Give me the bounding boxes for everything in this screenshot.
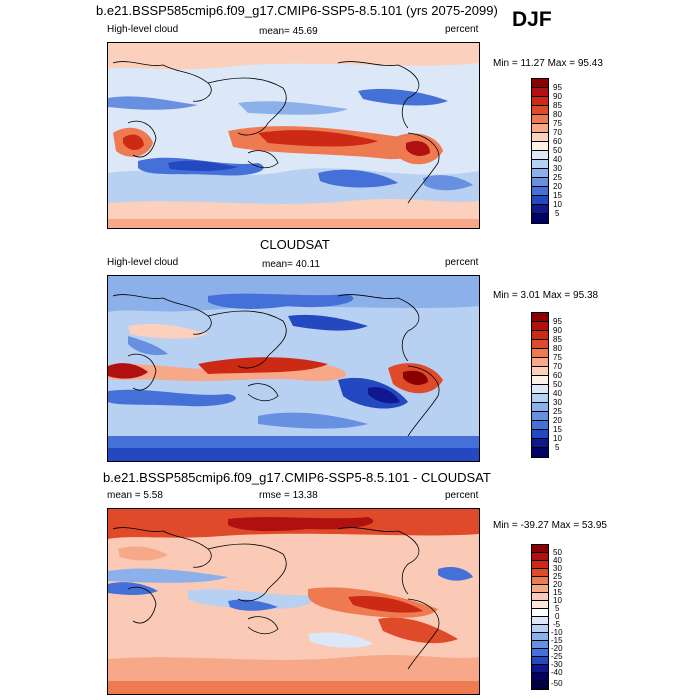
units-label: percent xyxy=(445,490,479,501)
tick-label: 10 xyxy=(553,596,562,605)
tick-label: -20 xyxy=(551,644,563,653)
tick-label: 70 xyxy=(553,128,562,137)
tick-label: 20 xyxy=(553,580,562,589)
variable-label: High-level cloud xyxy=(107,257,179,268)
map-model xyxy=(107,42,480,229)
tick-label: 25 xyxy=(553,407,562,416)
tick-label: 30 xyxy=(553,564,562,573)
tick-label: 50 xyxy=(553,548,562,557)
tick-label: 5 xyxy=(555,443,560,452)
tick-label: 95 xyxy=(553,317,562,326)
variable-label: High-level cloud xyxy=(107,24,179,35)
tick-label: 15 xyxy=(553,191,562,200)
map-difference xyxy=(107,508,480,695)
minmax-label: Min = 3.01 Max = 95.38 xyxy=(493,290,599,301)
tick-label: 85 xyxy=(553,101,562,110)
tick-label: -5 xyxy=(553,620,561,629)
panel-title: b.e21.BSSP585cmip6.f09_g17.CMIP6-SSP5-8.… xyxy=(103,470,491,485)
mean-label: mean= 40.11 xyxy=(262,259,320,270)
tick-label: 30 xyxy=(553,398,562,407)
tick-label: 60 xyxy=(553,137,562,146)
panel-title: CLOUDSAT xyxy=(260,237,330,252)
tick-label: 10 xyxy=(553,200,562,209)
tick-label: 50 xyxy=(553,146,562,155)
tick-label: 15 xyxy=(553,588,562,597)
tick-label: 0 xyxy=(555,612,560,621)
map-observation xyxy=(107,275,480,462)
tick-label: 40 xyxy=(553,155,562,164)
tick-label: 70 xyxy=(553,362,562,371)
tick-label: 40 xyxy=(553,556,562,565)
tick-label: -10 xyxy=(551,628,563,637)
tick-label: 80 xyxy=(553,344,562,353)
tick-label: -30 xyxy=(551,660,563,669)
tick-label: 25 xyxy=(553,572,562,581)
minmax-label: Min = 11.27 Max = 95.43 xyxy=(493,58,603,69)
season-label: DJF xyxy=(512,8,552,31)
tick-label: 25 xyxy=(553,173,562,182)
units-label: percent xyxy=(445,24,479,35)
tick-label: 40 xyxy=(553,389,562,398)
tick-label: 5 xyxy=(555,209,560,218)
colorbar-observation xyxy=(531,312,549,458)
tick-label: 5 xyxy=(555,604,560,613)
tick-label: 60 xyxy=(553,371,562,380)
tick-label: 50 xyxy=(553,380,562,389)
minmax-label: Min = -39.27 Max = 53.95 xyxy=(493,520,607,531)
tick-label: 10 xyxy=(553,434,562,443)
tick-label: -25 xyxy=(551,652,563,661)
tick-label: -50 xyxy=(551,679,563,688)
units-label: percent xyxy=(445,257,479,268)
rmse-label: rmse = 13.38 xyxy=(259,490,318,501)
tick-label: 95 xyxy=(553,83,562,92)
tick-label: -40 xyxy=(551,668,563,677)
tick-label: 30 xyxy=(553,164,562,173)
colorbar-model xyxy=(531,78,549,224)
tick-label: 75 xyxy=(553,119,562,128)
tick-label: 80 xyxy=(553,110,562,119)
tick-label: 20 xyxy=(553,182,562,191)
tick-label: 20 xyxy=(553,416,562,425)
tick-label: 90 xyxy=(553,92,562,101)
tick-label: 15 xyxy=(553,425,562,434)
mean-label: mean = 5.58 xyxy=(107,490,163,501)
mean-label: mean= 45.69 xyxy=(259,26,318,37)
tick-label: 90 xyxy=(553,326,562,335)
tick-label: -15 xyxy=(551,636,563,645)
tick-label: 85 xyxy=(553,335,562,344)
tick-label: 75 xyxy=(553,353,562,362)
colorbar-difference xyxy=(531,544,549,690)
panel-title: b.e21.BSSP585cmip6.f09_g17.CMIP6-SSP5-8.… xyxy=(96,3,498,18)
